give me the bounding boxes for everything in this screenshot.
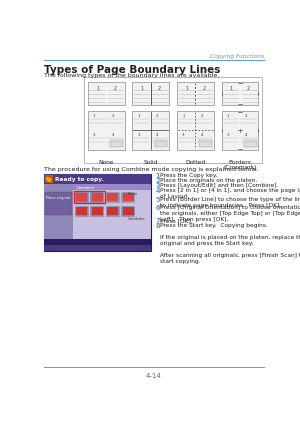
Text: 4: 4	[156, 133, 158, 137]
Text: 1: 1	[227, 114, 229, 118]
Text: Types of Page Boundary Lines: Types of Page Boundary Lines	[44, 65, 220, 75]
Text: Copying Functions: Copying Functions	[210, 54, 264, 59]
Text: 3: 3	[227, 133, 229, 137]
Bar	[106, 206, 120, 217]
Bar	[90, 192, 104, 203]
Bar	[92, 193, 103, 201]
Bar	[154, 139, 167, 147]
Bar	[121, 192, 135, 203]
Bar	[92, 207, 103, 215]
Bar	[45, 175, 53, 184]
Text: Solid: Solid	[144, 159, 158, 164]
Text: 1: 1	[93, 114, 96, 118]
Text: The procedure for using Combine mode copying is explained below.: The procedure for using Combine mode cop…	[44, 167, 258, 172]
Text: 1: 1	[141, 86, 144, 91]
Text: 2: 2	[113, 86, 116, 91]
Bar	[44, 239, 151, 245]
Bar	[222, 111, 258, 150]
Text: 5: 5	[155, 196, 160, 203]
Bar	[90, 206, 104, 217]
Text: 2: 2	[200, 114, 203, 118]
Bar	[132, 82, 169, 105]
Text: 1: 1	[182, 114, 185, 118]
Text: 1: 1	[230, 86, 233, 91]
Bar	[88, 82, 125, 105]
Bar	[75, 206, 89, 217]
Text: 3: 3	[182, 133, 185, 137]
Bar	[44, 184, 73, 251]
Bar	[75, 192, 89, 203]
Text: None: None	[128, 192, 138, 196]
Text: 4: 4	[245, 133, 248, 137]
Bar	[76, 207, 87, 215]
Bar	[107, 193, 118, 201]
Bar	[177, 111, 214, 150]
Text: Place original: Place original	[46, 196, 70, 200]
Bar	[84, 77, 262, 164]
Text: 2: 2	[111, 114, 114, 118]
Text: 3: 3	[138, 133, 140, 137]
Text: Borders
(Cropmark): Borders (Cropmark)	[223, 159, 257, 170]
Text: Dotted: Dotted	[185, 159, 206, 164]
Text: Press [Original Orientation] to choose orientation of
the originals, either [Top: Press [Original Orientation] to choose o…	[160, 205, 300, 222]
Bar	[45, 192, 72, 215]
Bar	[106, 192, 120, 203]
Text: Press [OK].: Press [OK].	[160, 218, 193, 223]
Bar	[44, 174, 151, 184]
Text: 2: 2	[247, 86, 250, 91]
Text: Press the Copy key.: Press the Copy key.	[160, 173, 217, 178]
Text: 2: 2	[155, 178, 160, 184]
Text: 3: 3	[155, 183, 160, 189]
Bar	[88, 111, 125, 150]
Text: fg: fg	[46, 177, 52, 182]
Text: 2: 2	[158, 86, 161, 91]
Bar	[44, 184, 151, 251]
Bar	[132, 111, 169, 150]
Text: The following types of the boundary lines are available.: The following types of the boundary line…	[44, 74, 219, 78]
Text: Press [Border Line] to choose the type of the lines
to indicate page boundaries.: Press [Border Line] to choose the type o…	[160, 196, 300, 207]
Text: 1: 1	[185, 86, 188, 91]
Text: None: None	[98, 159, 114, 164]
Text: Ready to copy.: Ready to copy.	[55, 177, 104, 182]
Bar	[222, 82, 258, 105]
Bar	[107, 207, 118, 215]
Text: 1: 1	[155, 173, 160, 178]
Bar	[199, 139, 212, 147]
Text: 8: 8	[155, 223, 160, 229]
Bar	[74, 191, 105, 204]
Bar	[123, 207, 134, 215]
Text: Press [Layout/Edit] and then [Combine].: Press [Layout/Edit] and then [Combine].	[160, 183, 278, 188]
Text: 6: 6	[155, 205, 160, 211]
Text: Combine: Combine	[128, 217, 145, 221]
Text: 1: 1	[96, 86, 99, 91]
Bar	[76, 193, 87, 201]
Bar	[44, 174, 151, 251]
Bar	[123, 193, 134, 201]
Text: 4: 4	[201, 133, 203, 137]
Text: Press [2 in 1] or [4 in 1], and choose the page layout
of Layout.: Press [2 in 1] or [4 in 1], and choose t…	[160, 188, 300, 198]
Text: Combine: Combine	[77, 186, 95, 190]
Text: Press the Start key.  Copying begins.

If the original is placed on the platen, : Press the Start key. Copying begins. If …	[160, 223, 300, 264]
Bar	[73, 184, 151, 190]
Text: 4: 4	[155, 188, 160, 194]
Text: 2: 2	[245, 114, 248, 118]
Text: 4-14: 4-14	[146, 373, 162, 379]
Bar	[44, 245, 151, 251]
Text: 2: 2	[202, 86, 206, 91]
Text: Place the originals on the platen.: Place the originals on the platen.	[160, 178, 257, 183]
Bar	[121, 206, 135, 217]
Text: 4: 4	[112, 133, 114, 137]
Text: 2: 2	[156, 114, 159, 118]
Text: 1: 1	[138, 114, 140, 118]
Text: 3: 3	[93, 133, 96, 137]
Text: 7: 7	[155, 218, 160, 224]
Bar	[244, 139, 256, 147]
Bar	[177, 82, 214, 105]
Bar	[110, 139, 123, 147]
